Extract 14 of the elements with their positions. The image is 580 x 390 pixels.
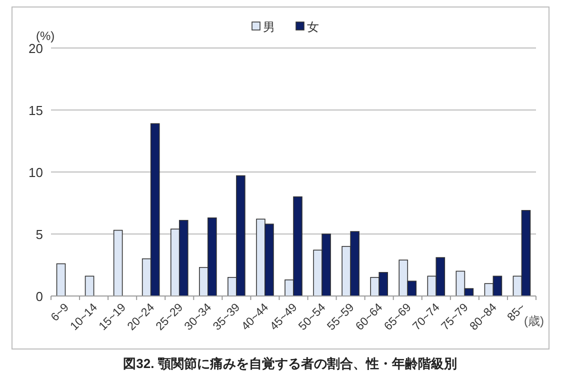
y-tick-label: 20 <box>28 41 43 56</box>
bar <box>84 276 94 296</box>
y-tick-label: 5 <box>36 227 43 242</box>
legend-label: 男 <box>263 20 275 34</box>
y-axis-title: (%) <box>36 29 55 43</box>
bar <box>56 263 66 296</box>
y-tick-label: 15 <box>28 103 43 118</box>
x-tick-label: 6~9 <box>49 302 72 324</box>
x-axis-title: (歳) <box>524 314 544 328</box>
legend-label: 女 <box>307 20 319 34</box>
y-tick-label: 10 <box>28 165 43 180</box>
y-tick-label: 0 <box>36 289 43 304</box>
text: 図32. 顎関節に痛みを自覚する者の割合、性・年齢階級別 <box>123 356 457 371</box>
bar <box>113 230 123 296</box>
